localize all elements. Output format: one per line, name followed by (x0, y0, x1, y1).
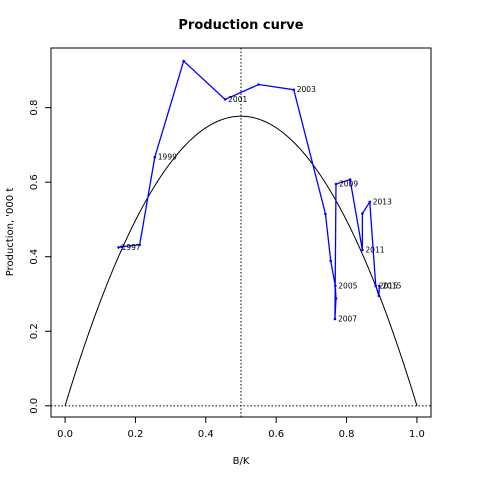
series-point (182, 59, 185, 63)
production-curve-layer (64, 115, 418, 406)
series-layer (117, 59, 381, 321)
y-axis-label: Production, '000 t (5, 188, 16, 277)
point-label: 2003 (297, 85, 316, 94)
x-tick-label: 0.8 (339, 429, 355, 440)
point-label: 2011 (365, 246, 384, 255)
y-tick-label: 0.8 (29, 100, 40, 116)
series-point (324, 212, 327, 216)
x-tick-label: 0.0 (57, 429, 73, 440)
series-point (334, 182, 338, 186)
x-tick-label: 0.4 (198, 429, 214, 440)
point-label: 2015 (382, 281, 401, 290)
series-line (118, 59, 380, 320)
series-point (329, 259, 333, 263)
series-point (223, 98, 227, 101)
point-label: 2009 (339, 180, 358, 189)
point-label: 2007 (338, 314, 357, 323)
point-label: 2001 (228, 95, 247, 104)
series-point (377, 294, 381, 298)
x-tick-label: 0.2 (127, 429, 143, 440)
series-point (334, 297, 338, 300)
series-point (120, 245, 123, 248)
x-tick-label: 1.0 (409, 429, 425, 440)
series-point (374, 284, 378, 288)
series-point (348, 178, 352, 181)
y-axis: 0.0 0.2 0.4 0.6 0.8 (29, 100, 51, 414)
point-label: 1997 (122, 243, 141, 252)
point-label: 2013 (373, 197, 392, 206)
point-label: 2015 (379, 281, 398, 290)
series-point (361, 248, 364, 252)
series-point (333, 284, 337, 288)
point-labels-layer: 1997 1999 2001 2003 2005 2007 2009 2011 2013 2015… (122, 85, 402, 323)
point-label: 2005 (338, 281, 357, 290)
production-curve-line (64, 115, 418, 406)
series-point (361, 212, 364, 215)
y-tick-label: 0.0 (29, 398, 40, 414)
series-point (333, 317, 337, 321)
series-point (377, 284, 381, 288)
point-label: 1999 (158, 153, 177, 162)
y-tick-label: 0.2 (29, 323, 40, 339)
series-point (138, 243, 141, 247)
x-axis-label: B/K (233, 456, 250, 467)
chart-title: Production curve (178, 18, 303, 33)
reference-lines (51, 48, 431, 417)
plot-area: 1997 1999 2001 2003 2005 2007 2009 2011 2013 2015… (51, 48, 431, 417)
x-axis: 0.0 0.2 0.4 0.6 0.8 1.0 (57, 417, 425, 440)
y-tick-label: 0.6 (29, 174, 40, 190)
series-point (117, 246, 120, 249)
x-tick-label: 0.6 (268, 429, 284, 440)
series-point (292, 88, 296, 92)
series-point (153, 155, 157, 159)
series-point (368, 200, 372, 204)
y-tick-label: 0.4 (29, 249, 40, 265)
series-point (257, 83, 260, 86)
